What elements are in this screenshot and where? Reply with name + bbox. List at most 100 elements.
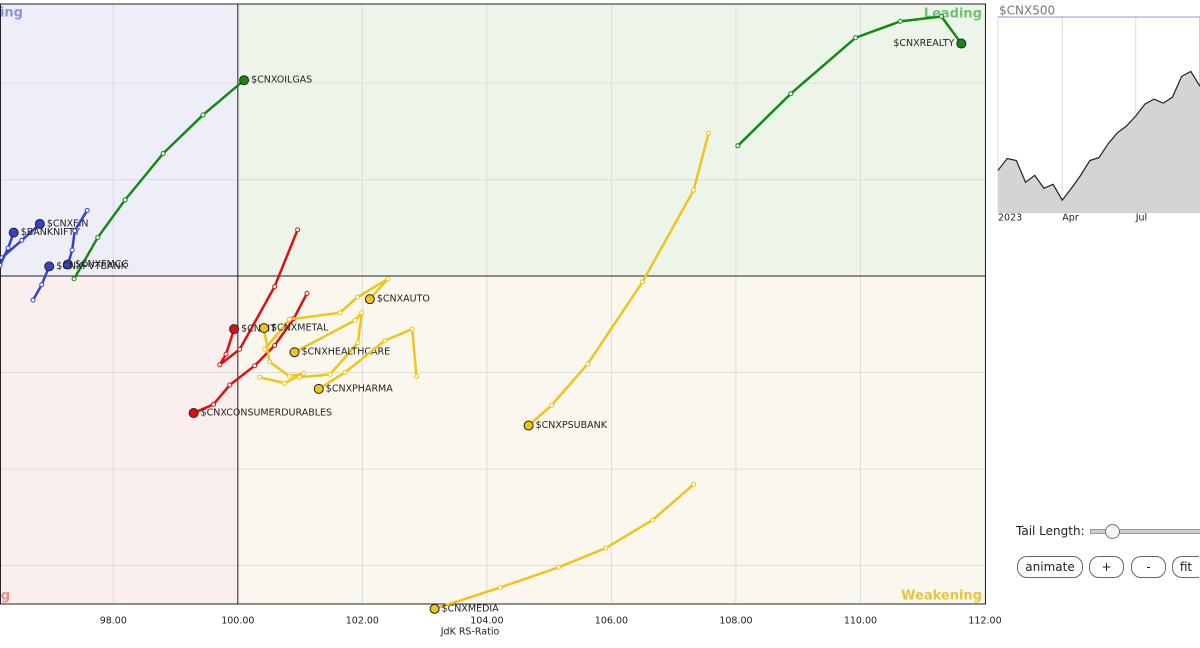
mini-x-label: 2023: [998, 213, 1022, 224]
tail-point: [640, 279, 646, 285]
tail-point: [304, 290, 310, 296]
mini-x-label: Apr: [1062, 213, 1079, 224]
tail-point: [282, 380, 288, 386]
tail-line: [218, 229, 299, 367]
quadrant-label: Lagging: [0, 589, 10, 604]
tail-point: [735, 143, 741, 149]
head-point: [62, 259, 73, 270]
tail-point: [287, 373, 293, 379]
tail-point: [897, 18, 903, 24]
tail-point: [788, 91, 794, 97]
head-point: [313, 383, 324, 394]
tail-point: [337, 310, 343, 316]
head-point: [188, 408, 199, 419]
tail-point: [352, 317, 358, 323]
tail-point: [354, 294, 360, 300]
tail-point: [211, 401, 217, 407]
tail-point: [30, 297, 36, 303]
x-tick-label: 106.00: [595, 616, 628, 627]
tail-point: [295, 227, 301, 233]
series-label: $CNXPVTBANK: [56, 261, 127, 272]
series-label: $CNXCONSUMERDURABLES: [201, 408, 332, 419]
series-label: $CNXMETAL: [271, 323, 329, 334]
series-label: $CNXREALTY: [893, 38, 954, 49]
animate-button[interactable]: animate: [1017, 556, 1083, 578]
tail-point: [223, 351, 229, 357]
x-tick-label: 104.00: [470, 616, 503, 627]
series-label: $CNXAUTO: [377, 294, 430, 305]
minus-button[interactable]: -: [1131, 556, 1166, 578]
series-label: $CNXIT: [241, 324, 276, 335]
tail-line: [73, 79, 245, 280]
series-label: $CNXMEDIA: [442, 603, 500, 614]
x-tick-label: 112.00: [968, 616, 1001, 627]
tail-line: [736, 15, 963, 147]
x-tick-label: 100.00: [221, 616, 254, 627]
tail-point: [39, 282, 45, 288]
tail-point: [497, 585, 503, 591]
tail-point: [0, 262, 3, 268]
series-label: $CNXHEALTHCARE: [302, 347, 391, 358]
tail-line: [527, 132, 710, 427]
tail-line: [66, 209, 89, 265]
benchmark-area: [998, 71, 1200, 213]
head-point: [258, 323, 269, 334]
tail-point: [262, 346, 268, 352]
tail-line: [263, 277, 390, 351]
tail-point: [938, 14, 944, 20]
tail-point: [296, 374, 302, 380]
tail-point: [19, 237, 25, 243]
tail-point: [287, 316, 293, 322]
tail-slider-knob[interactable]: [1105, 524, 1120, 539]
tail-point: [852, 35, 858, 41]
tail-point: [382, 338, 388, 344]
head-point: [44, 261, 55, 272]
tail-point: [160, 151, 166, 157]
tail-point: [257, 374, 263, 380]
tail-point: [237, 346, 243, 352]
tail-point: [409, 326, 415, 332]
head-point: [289, 347, 300, 358]
quadrant-label: Weakening: [901, 589, 982, 604]
tail-point: [359, 310, 365, 316]
series-label: $BANKNIFTY: [21, 227, 80, 238]
tail-point: [691, 481, 697, 487]
tail-point: [227, 382, 233, 388]
x-axis-label: JdK RS-Ratio: [440, 627, 500, 638]
head-point: [239, 75, 250, 86]
fit-button[interactable]: fit: [1172, 556, 1199, 578]
tail-point: [71, 276, 77, 282]
tail-point: [272, 284, 278, 290]
series-label: $CNXFMCG: [75, 259, 129, 270]
head-point: [429, 603, 440, 614]
tail-point: [84, 207, 90, 213]
quadrant-lagging: [0, 276, 238, 604]
head-point: [229, 324, 240, 335]
series-label: $CNXFIN: [47, 218, 89, 229]
tail-point: [555, 564, 561, 570]
series-label: $CNXPSUBANK: [536, 420, 608, 431]
tail-point: [267, 359, 273, 365]
tail-point: [549, 402, 555, 408]
tail-line: [434, 483, 695, 611]
tail-point: [603, 545, 609, 551]
tail-point: [95, 234, 101, 240]
tail-point: [5, 245, 11, 251]
head-point: [956, 38, 967, 49]
tail-point: [122, 197, 128, 203]
plot-border: [0, 3, 986, 605]
tail-point: [706, 130, 712, 136]
quadrant-label: Leading: [924, 7, 982, 22]
tail-point: [252, 363, 258, 369]
head-point: [34, 218, 45, 229]
plus-button[interactable]: +: [1089, 556, 1124, 578]
tail-point: [200, 112, 206, 118]
quadrant-improving: [0, 4, 238, 277]
tail-point: [217, 362, 223, 368]
mini-x-label: Jul: [1135, 213, 1147, 224]
x-tick-label: 110.00: [844, 616, 877, 627]
tail-slider[interactable]: [1090, 529, 1200, 534]
tail-point: [72, 228, 78, 234]
head-point: [364, 294, 375, 305]
